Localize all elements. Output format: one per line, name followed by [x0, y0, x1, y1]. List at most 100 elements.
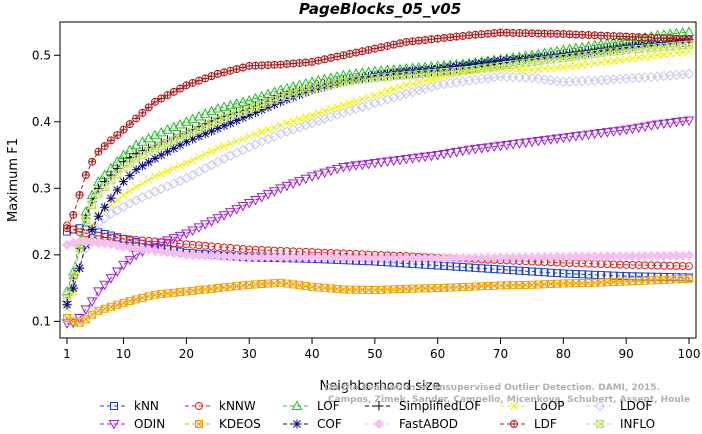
data-point-knn	[515, 266, 524, 275]
data-point-ldof	[338, 107, 349, 118]
y-tick-label: 0.2	[32, 248, 51, 262]
data-point-odin	[620, 125, 632, 136]
data-point-loop	[634, 53, 643, 62]
data-point-odin	[99, 280, 111, 291]
data-point-odin	[639, 122, 651, 133]
data-point-cof	[125, 171, 135, 181]
data-point-loop	[138, 179, 147, 188]
legend: kNN kNNW LOF SimplifiedLOF LoOP LDOF ODIN KDEOS…	[100, 399, 655, 431]
data-point-ldf	[421, 35, 430, 44]
y-tick-label: 0.5	[32, 48, 51, 62]
data-point-odin	[149, 240, 161, 251]
data-point-loop	[176, 161, 184, 170]
x-tick-label: 40	[304, 347, 319, 361]
data-point-ldf	[81, 171, 90, 180]
data-point-loop	[220, 142, 228, 150]
data-point-odin	[237, 202, 249, 212]
legend-item-knnw: kNNW	[185, 399, 256, 413]
data-point-lof	[224, 99, 236, 110]
data-point-ldof	[149, 186, 161, 197]
data-point-cof	[93, 211, 103, 221]
legend-item-lof: LOF	[283, 399, 340, 413]
data-point-cof	[583, 48, 593, 58]
legend-label: KDEOS	[219, 417, 261, 431]
data-point-ldof	[124, 198, 136, 209]
data-point-loop	[157, 169, 166, 178]
data-point-loop	[408, 79, 417, 88]
data-point-odin	[526, 137, 538, 148]
x-tick-label: 60	[430, 347, 445, 361]
data-point-loop	[345, 99, 354, 108]
data-point-odin	[231, 205, 242, 215]
axes: 1 10 20 30 40 50 60 70 80 90 100 0.1 0.2 0.3 0.4 0.5	[32, 48, 701, 361]
plot-frame	[59, 21, 697, 339]
data-point-fastabod	[105, 238, 117, 250]
data-point-odin	[193, 223, 205, 233]
data-point-odin	[93, 287, 104, 297]
data-point-knnw	[138, 236, 147, 245]
data-point-cof	[602, 45, 612, 55]
data-point-odin	[250, 196, 261, 206]
data-point-knn	[578, 270, 587, 279]
data-point-loop	[421, 76, 429, 85]
data-point-odin	[576, 131, 588, 141]
data-point-cof	[106, 193, 116, 203]
data-point-loop	[270, 123, 279, 132]
data-point-cof	[558, 50, 568, 60]
data-point-fastabod	[130, 243, 142, 254]
data-point-loop	[553, 63, 561, 72]
data-point-loop	[333, 103, 342, 112]
data-point-odin	[557, 133, 569, 144]
data-point-cof	[194, 131, 204, 141]
data-point-loop	[251, 130, 260, 139]
data-point-odin	[344, 162, 356, 172]
data-point-ldf	[100, 142, 109, 151]
legend-swatch-marker	[291, 400, 303, 410]
data-point-loop	[169, 164, 178, 173]
data-point-ldof	[344, 105, 355, 116]
data-point-cof	[62, 300, 72, 310]
x-tick-label: 100	[678, 347, 701, 361]
data-point-cof	[370, 70, 380, 80]
chart-title: PageBlocks_05_v05	[299, 0, 461, 18]
data-point-knnw	[685, 262, 693, 271]
data-point-loop	[358, 95, 367, 104]
data-point-cof	[238, 113, 248, 123]
data-point-loop	[320, 107, 329, 115]
data-point-ldof	[545, 75, 556, 86]
legend-item-inflo: INFLO	[586, 417, 655, 431]
data-point-odin	[350, 161, 362, 171]
data-point-ldf	[113, 131, 122, 140]
x-tick-label: 30	[242, 347, 257, 361]
data-point-odin	[608, 127, 619, 137]
data-point-loop	[119, 191, 128, 199]
data-point-odin	[614, 126, 626, 137]
data-point-ldf	[106, 136, 115, 145]
data-point-ldof	[193, 166, 205, 177]
data-point-knn	[615, 271, 624, 280]
data-point-loop	[301, 113, 310, 121]
data-point-odin	[382, 157, 393, 167]
data-point-odin	[476, 144, 488, 154]
data-point-loop	[572, 61, 580, 70]
data-point-odin	[432, 151, 444, 161]
data-point-loop	[578, 60, 587, 69]
data-point-ldf	[402, 37, 411, 46]
legend-item-fastabod: FastABOD	[365, 417, 458, 431]
data-point-cof	[521, 53, 531, 63]
data-point-knn	[584, 270, 593, 279]
data-point-cof	[502, 55, 512, 65]
data-point-odin	[482, 143, 494, 153]
legend-swatch-marker	[510, 420, 518, 428]
data-point-odin	[338, 163, 349, 173]
data-point-cof	[514, 54, 524, 64]
data-point-odin	[206, 217, 217, 227]
series-inflo	[63, 40, 693, 299]
data-point-fastabod	[683, 250, 695, 261]
data-point-cof	[458, 60, 468, 70]
data-point-loop	[559, 63, 568, 72]
data-point-cof	[219, 121, 229, 131]
data-point-odin	[375, 158, 387, 168]
data-point-loop	[528, 66, 536, 74]
legend-label: LOF	[317, 399, 340, 413]
